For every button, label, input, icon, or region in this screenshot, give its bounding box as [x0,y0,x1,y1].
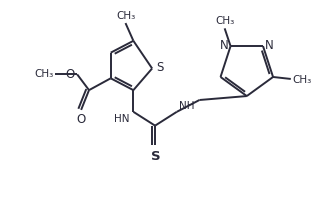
Text: NH: NH [179,101,194,111]
Text: S: S [151,150,161,163]
Text: CH₃: CH₃ [215,16,234,26]
Text: O: O [77,113,86,126]
Text: CH₃: CH₃ [293,75,312,85]
Text: S: S [156,61,164,74]
Text: N: N [265,39,274,52]
Text: CH₃: CH₃ [116,11,135,21]
Text: HN: HN [114,114,129,124]
Text: N: N [220,39,229,52]
Text: CH₃: CH₃ [34,69,53,79]
Text: O: O [65,68,74,81]
